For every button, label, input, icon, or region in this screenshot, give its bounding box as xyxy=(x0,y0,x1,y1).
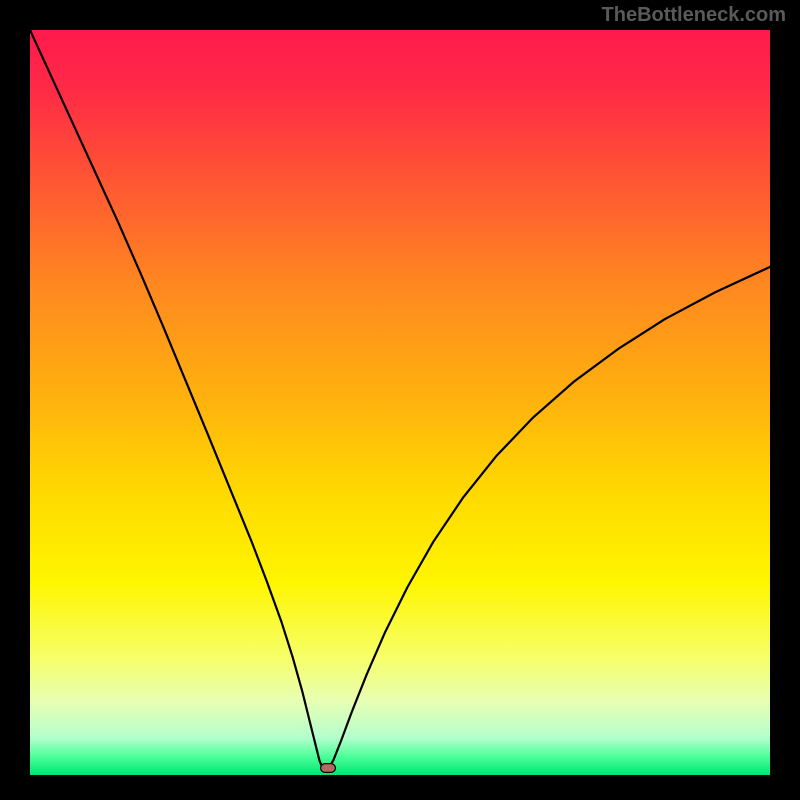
curve-path xyxy=(30,30,770,769)
watermark-text: TheBottleneck.com xyxy=(602,4,786,27)
chart-plot-area xyxy=(30,30,770,775)
optimal-point-marker xyxy=(320,763,336,773)
bottleneck-curve xyxy=(30,30,770,775)
